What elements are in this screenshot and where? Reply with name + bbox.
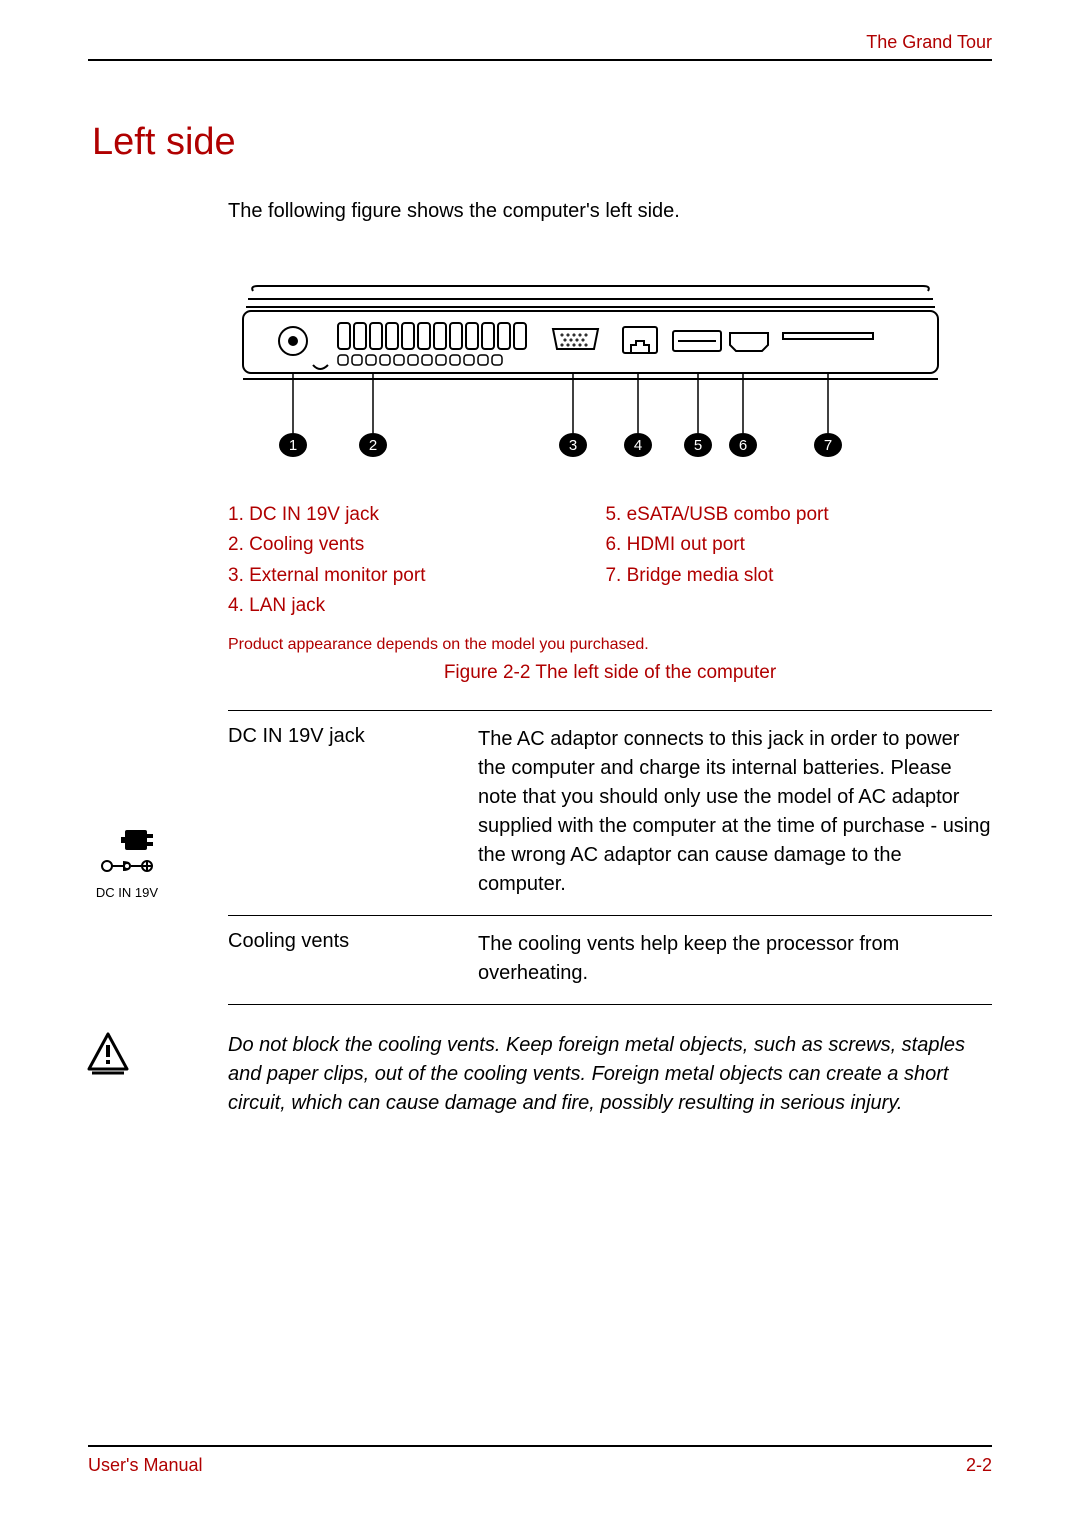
device-diagram-svg: 1 2 3 4 5 6 7 — [228, 283, 948, 483]
desc-term: DC IN 19V jack — [228, 725, 478, 899]
header-rule — [88, 59, 992, 61]
legend-item: 4. LAN jack — [228, 591, 425, 621]
svg-text:6: 6 — [739, 437, 747, 454]
svg-text:7: 7 — [824, 437, 832, 454]
description-table: DC IN 19V jackThe AC adaptor connects to… — [228, 710, 992, 1005]
section-title: Left side — [92, 121, 992, 164]
svg-text:4: 4 — [634, 437, 642, 454]
desc-definition: The AC adaptor connects to this jack in … — [478, 725, 992, 899]
dc-in-icon: DC IN 19V — [82, 828, 172, 900]
dc-in-icon-label: DC IN 19V — [82, 885, 172, 900]
figure-disclaimer: Product appearance depends on the model … — [228, 636, 992, 654]
figure-left-side: 1 2 3 4 5 6 7 — [228, 283, 992, 488]
svg-text:1: 1 — [289, 437, 297, 454]
legend-item: 6. HDMI out port — [605, 530, 828, 560]
table-row: Cooling ventsThe cooling vents help keep… — [228, 915, 992, 1005]
legend-item: 2. Cooling vents — [228, 530, 425, 560]
svg-text:5: 5 — [694, 437, 702, 454]
figure-legend: 1. DC IN 19V jack2. Cooling vents3. Exte… — [228, 500, 992, 622]
legend-item: 3. External monitor port — [228, 561, 425, 591]
legend-item: 5. eSATA/USB combo port — [605, 500, 828, 530]
legend-item: 7. Bridge media slot — [605, 561, 828, 591]
warning-icon — [86, 1031, 130, 1080]
legend-item: 1. DC IN 19V jack — [228, 500, 425, 530]
section-intro: The following figure shows the computer'… — [228, 200, 992, 223]
svg-text:2: 2 — [369, 437, 377, 454]
figure-caption: Figure 2-2 The left side of the computer — [228, 662, 992, 684]
warning-text: Do not block the cooling vents. Keep for… — [228, 1031, 992, 1118]
desc-term: Cooling vents — [228, 930, 478, 988]
warning-block: Do not block the cooling vents. Keep for… — [228, 1031, 992, 1118]
chapter-title: The Grand Tour — [88, 32, 992, 53]
footer-right: 2-2 — [966, 1455, 992, 1476]
page-footer: User's Manual 2-2 — [88, 1445, 992, 1476]
svg-text:3: 3 — [569, 437, 577, 454]
desc-definition: The cooling vents help keep the processo… — [478, 930, 992, 988]
footer-left: User's Manual — [88, 1455, 202, 1476]
table-row: DC IN 19V jackThe AC adaptor connects to… — [228, 710, 992, 915]
